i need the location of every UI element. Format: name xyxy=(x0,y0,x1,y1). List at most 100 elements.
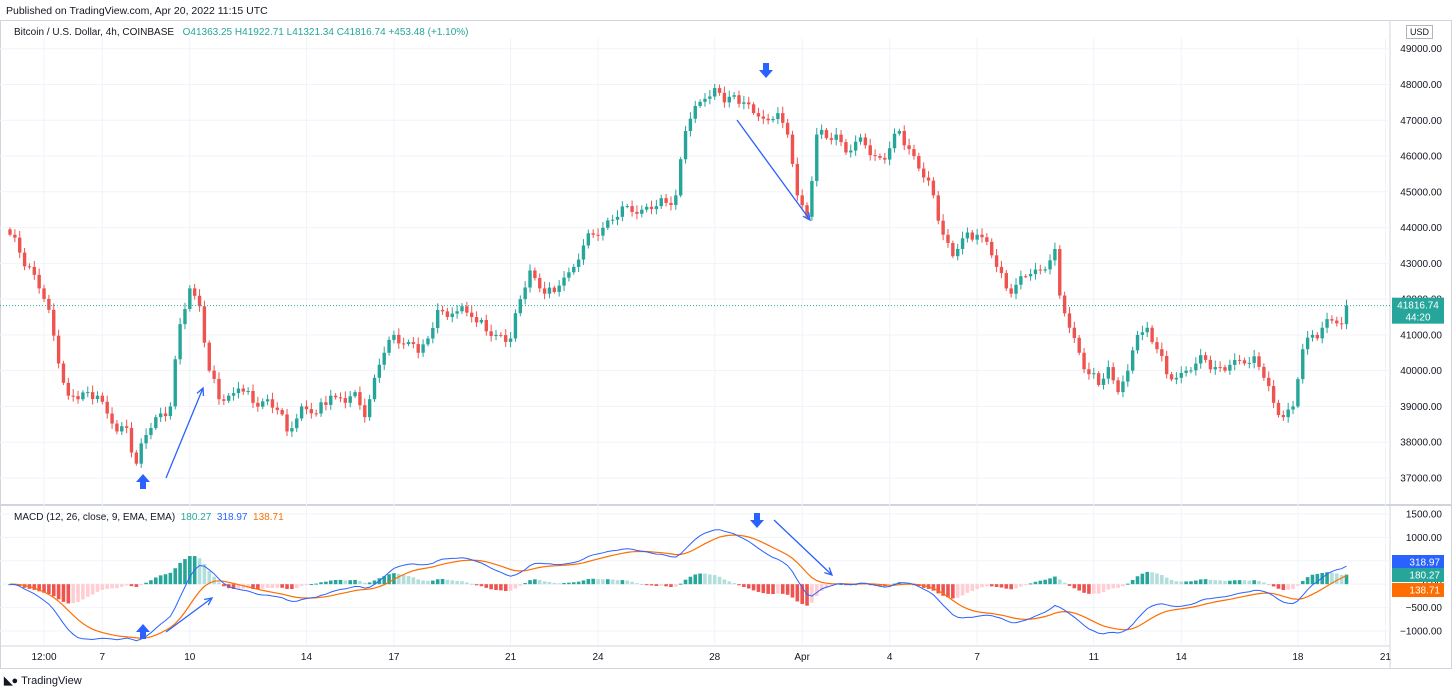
macd-hist-bar xyxy=(275,584,280,588)
candle xyxy=(158,407,163,422)
candle-body xyxy=(1208,359,1213,370)
macd-hist-bar xyxy=(81,584,85,600)
candle xyxy=(771,116,775,123)
macd-hist-bar xyxy=(630,581,634,585)
candle xyxy=(1121,375,1125,398)
candle xyxy=(1320,321,1324,344)
candle-body xyxy=(499,334,503,336)
macd-hist-bar xyxy=(460,581,464,585)
candle xyxy=(18,231,22,259)
candle-body xyxy=(1218,367,1222,369)
candle xyxy=(1169,371,1174,382)
macd-hist-bar xyxy=(168,572,173,585)
candle xyxy=(523,281,527,305)
candle-body xyxy=(149,428,153,436)
macd-hist-bar xyxy=(406,575,411,585)
macd-hist-bar xyxy=(1305,577,1310,585)
candle xyxy=(1082,348,1086,374)
candle-body xyxy=(547,287,552,294)
candle xyxy=(37,268,41,294)
candle xyxy=(1301,343,1305,384)
candle-body xyxy=(951,243,955,257)
candle xyxy=(95,391,100,403)
candle-body xyxy=(538,278,542,289)
candle-body xyxy=(197,295,202,307)
candle xyxy=(1189,367,1193,374)
candle-body xyxy=(965,232,970,239)
macd-hist-bar xyxy=(756,584,761,592)
macd-hist-bar xyxy=(343,580,348,585)
macd-hist-bar xyxy=(523,583,527,585)
currency-label[interactable]: USD xyxy=(1406,25,1434,39)
candle-body xyxy=(1320,327,1324,339)
candle-body xyxy=(32,266,36,275)
candle xyxy=(222,394,226,405)
candle xyxy=(120,422,124,435)
macd-hist-bar xyxy=(1218,580,1222,585)
candle-body xyxy=(1325,319,1329,328)
macd-hist-bar xyxy=(605,579,610,585)
candle xyxy=(32,260,36,280)
candle-body xyxy=(504,335,508,342)
macd-hist-bar xyxy=(965,584,970,593)
candle-body xyxy=(1223,367,1227,371)
candle-body xyxy=(1019,276,1023,285)
macd-hist-bar xyxy=(722,579,727,585)
macd-hist-bar xyxy=(32,584,37,590)
candle xyxy=(703,92,707,107)
candle-body xyxy=(1058,249,1062,296)
candle xyxy=(1058,245,1062,299)
buy-arrow-icon xyxy=(136,474,150,489)
candle xyxy=(241,384,245,395)
low-value: 41321.34 xyxy=(292,27,334,38)
candle-body xyxy=(1145,327,1149,333)
time-tick-label: 28 xyxy=(709,652,721,663)
candle-body xyxy=(1067,313,1072,328)
candle xyxy=(479,317,484,325)
candle xyxy=(1053,242,1057,266)
macd-hist-bar xyxy=(1344,574,1349,585)
candle xyxy=(980,228,984,243)
time-tick-label: 14 xyxy=(301,652,313,663)
candle-body xyxy=(1140,332,1145,335)
candle-body xyxy=(154,417,158,429)
candle-body xyxy=(1271,386,1276,403)
candle-body xyxy=(674,195,678,206)
candle-body xyxy=(771,118,775,121)
candle-body xyxy=(1262,366,1266,378)
macd-buy-arrow-icon xyxy=(136,624,150,639)
candle-body xyxy=(416,344,420,353)
candle xyxy=(761,109,765,125)
candle-body xyxy=(1106,367,1111,379)
candle xyxy=(883,152,887,164)
macd-hist-bar xyxy=(173,568,178,585)
macd-tick-label: 1000.00 xyxy=(1406,533,1443,544)
macd-hist-bar xyxy=(1106,584,1111,590)
candle-body xyxy=(533,270,537,279)
macd-hist-bar xyxy=(222,584,226,587)
candle xyxy=(747,96,751,109)
candle xyxy=(1335,316,1339,327)
candle-body xyxy=(688,118,693,131)
candle xyxy=(1233,353,1237,371)
candle xyxy=(499,332,503,338)
candle-body xyxy=(56,335,61,364)
macd-hist-bar xyxy=(780,584,785,594)
candle xyxy=(678,156,683,198)
candle-body xyxy=(1082,352,1086,370)
macd-hist-bar xyxy=(1276,584,1281,589)
candle-body xyxy=(372,377,377,400)
macd-hist-bar xyxy=(1053,576,1057,585)
candle xyxy=(606,217,610,231)
macd-hist-bar xyxy=(528,580,532,585)
macd-hist-bar xyxy=(440,578,445,585)
macd-hist-bar xyxy=(576,581,581,585)
candle-body xyxy=(1096,373,1101,385)
bar-countdown-label: 44:20 xyxy=(1405,313,1430,324)
candle-body xyxy=(217,378,221,400)
candle-body xyxy=(781,113,785,123)
price-tick-label: 38000.00 xyxy=(1400,438,1442,449)
candle-body xyxy=(139,443,143,464)
macd-hist-bar xyxy=(1228,580,1232,585)
